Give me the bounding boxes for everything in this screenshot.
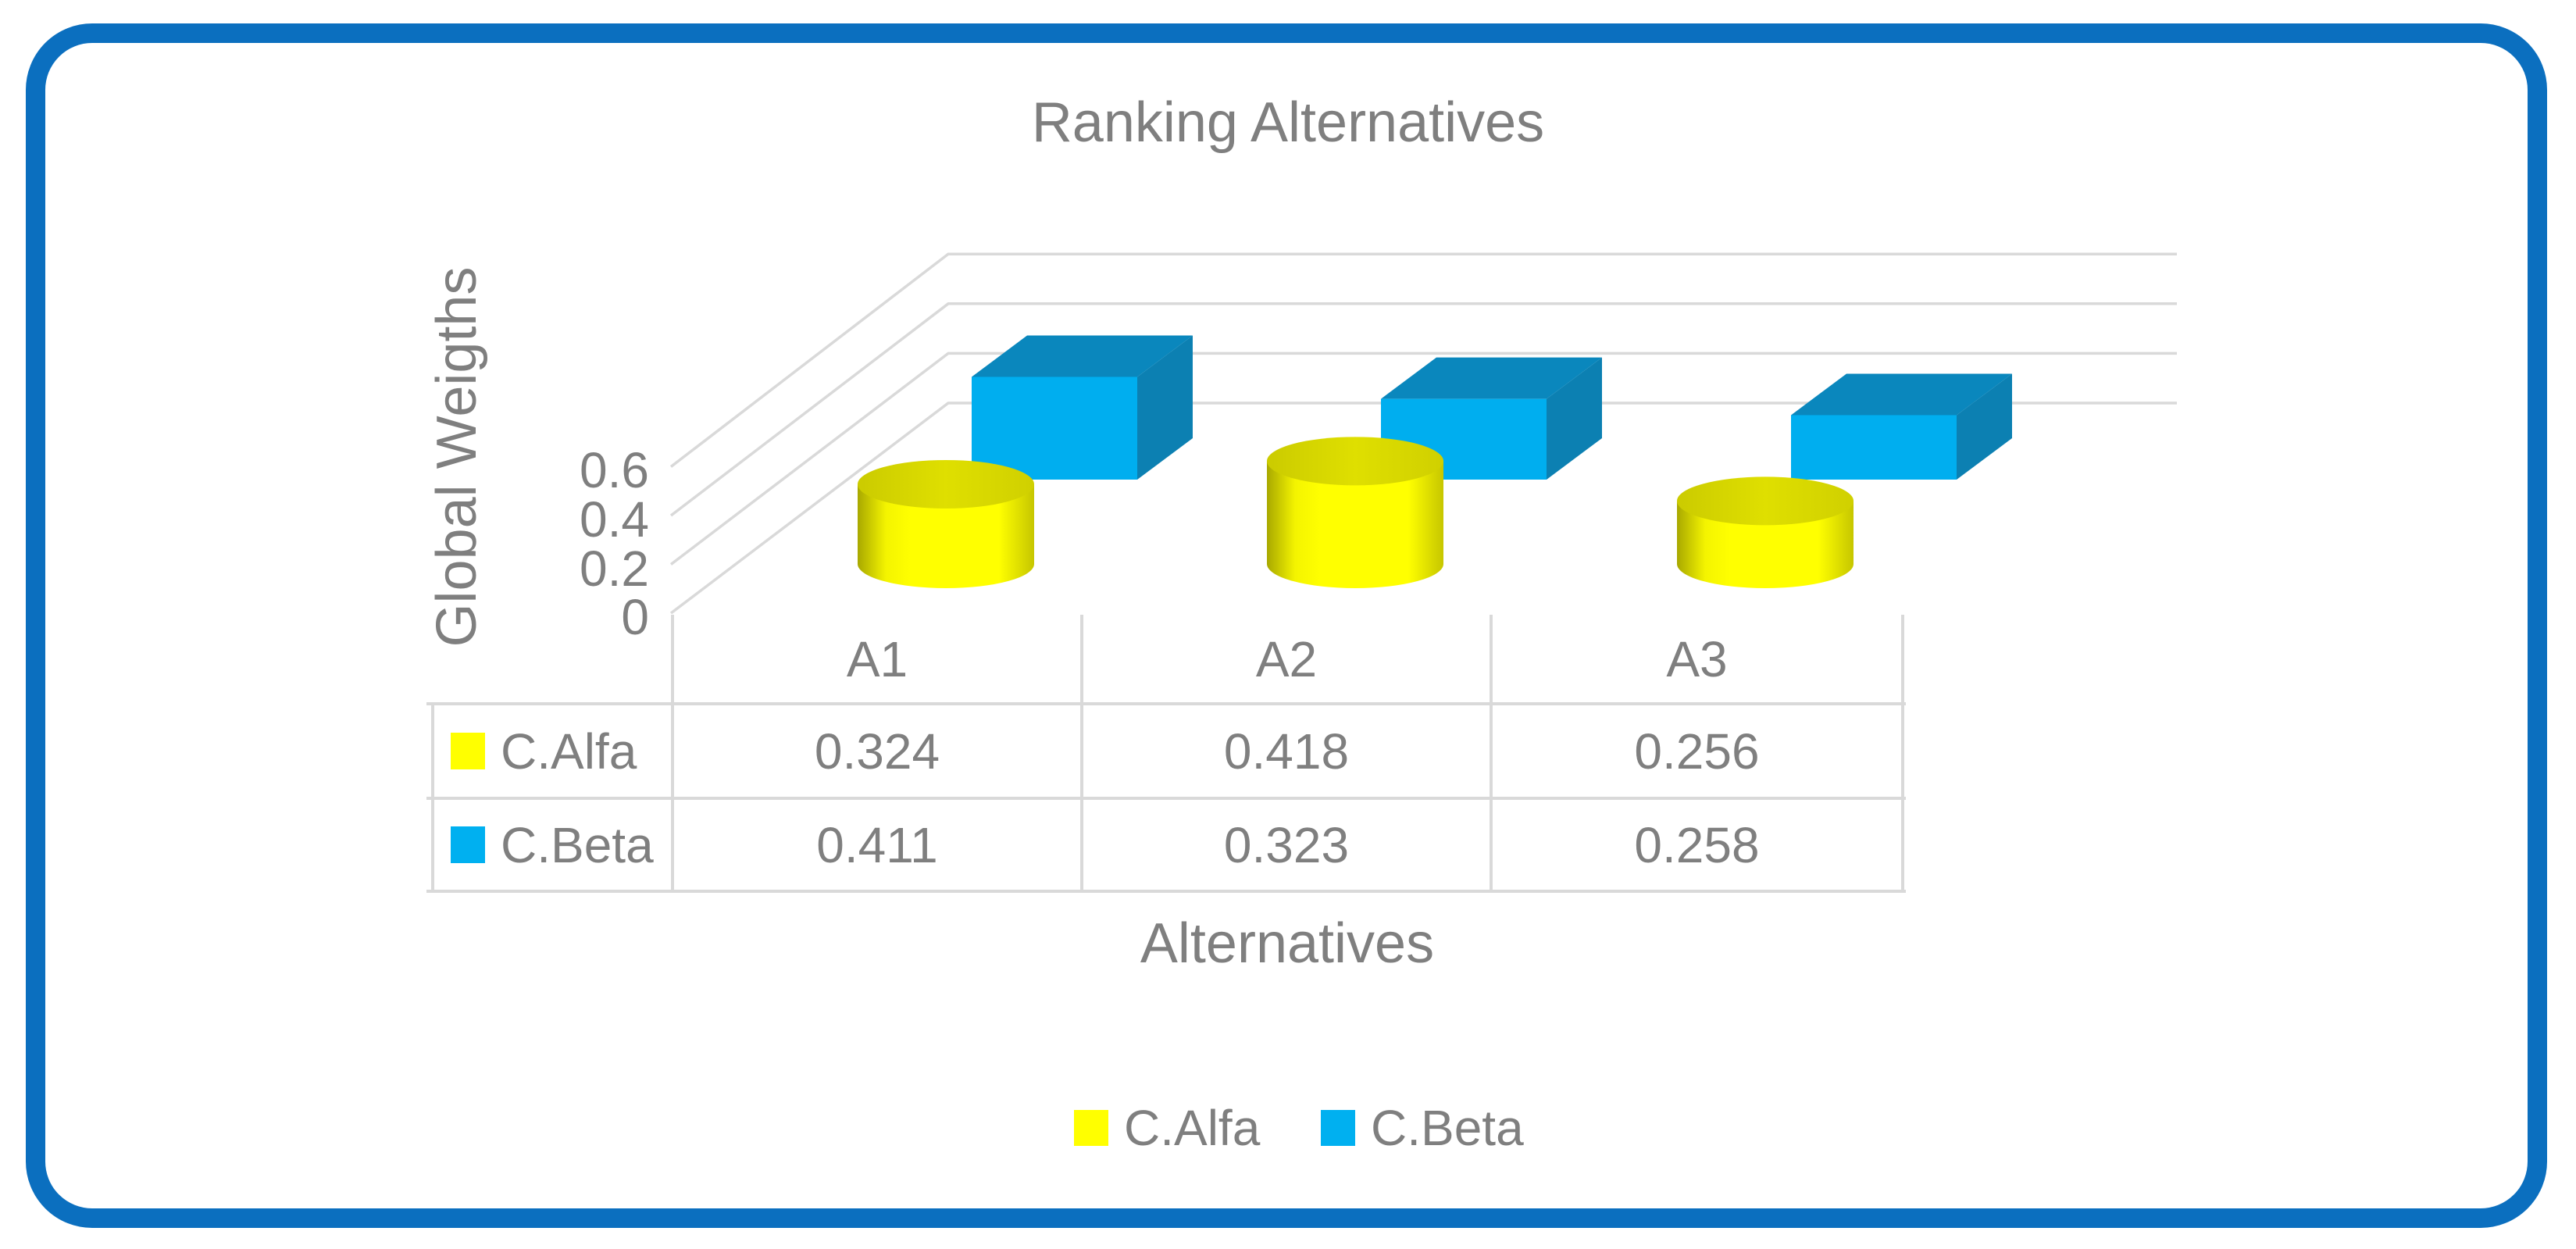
series-cbeta-bars: [972, 335, 2012, 480]
gridline: [669, 252, 2177, 468]
cylinder-body: [1677, 501, 1854, 588]
legend-swatch-calfa: [1074, 1110, 1108, 1146]
table-row-label-text: C.Alfa: [501, 723, 637, 780]
box-side-face: [1137, 335, 1193, 480]
cylinder-body: [1267, 461, 1443, 588]
table-row-label-text: C.Beta: [501, 816, 654, 873]
bar-box-A3: [1791, 373, 2012, 480]
bar-cylinder-A2: [1267, 437, 1443, 588]
table-value-cbeta-a1: 0.411: [816, 816, 938, 873]
table-row-label-cbeta: C.Beta: [451, 798, 654, 891]
table-border-line: [426, 890, 1906, 893]
y-tick-label-0: 0: [621, 589, 649, 645]
box-top-face: [1381, 357, 1602, 399]
table-header-a2: A2: [1255, 631, 1318, 687]
legend-item-calfa: C.Alfa: [1074, 1100, 1261, 1156]
cylinder-top: [1677, 476, 1854, 526]
legend-swatch-cbeta: [1321, 1110, 1355, 1146]
box-top-face: [972, 335, 1193, 377]
table-value-cbeta-a3: 0.258: [1634, 816, 1760, 873]
bar-cylinder-A3: [1677, 476, 1854, 588]
y-tick-label-0-2: 0.2: [580, 541, 649, 597]
legend-label-calfa: C.Alfa: [1124, 1100, 1261, 1156]
bar-box-A1: [972, 335, 1193, 480]
table-header-a3: A3: [1666, 631, 1728, 687]
chart-title: Ranking Alternatives: [1031, 91, 1545, 154]
box-front-face: [1791, 415, 1957, 480]
table-border-line: [426, 702, 1906, 705]
box-front-face: [972, 376, 1137, 480]
table-header-a1: A1: [846, 631, 908, 687]
cylinder-top: [1267, 437, 1443, 486]
series-calfa-bars: [858, 437, 1854, 588]
cylinder-top: [858, 459, 1034, 509]
table-border-line: [426, 797, 1906, 800]
outer-border: [26, 23, 2547, 1228]
table-border-line: [1080, 615, 1083, 891]
table-value-cbeta-a2: 0.323: [1223, 816, 1350, 873]
box-side-face: [1957, 373, 2012, 480]
box-top-face: [1791, 373, 2012, 416]
x-axis-title: Alternatives: [1140, 912, 1435, 975]
box-side-face: [1547, 357, 1602, 480]
y-tick-label-0-4: 0.4: [580, 491, 649, 548]
gridline: [669, 401, 2177, 615]
bar-cylinder-A1: [858, 459, 1034, 588]
cbeta-key-swatch: [451, 826, 485, 863]
table-value-calfa-a1: 0.324: [814, 723, 940, 780]
table-row-label-calfa: C.Alfa: [451, 704, 637, 798]
y-tick-label-0-6: 0.6: [580, 442, 649, 498]
table-border-line: [671, 615, 674, 891]
cylinder-body: [858, 484, 1034, 588]
gridline: [669, 352, 2177, 566]
table-value-calfa-a3: 0.256: [1634, 723, 1760, 780]
table-border-line: [1901, 615, 1904, 891]
gridline: [669, 302, 2177, 517]
gridlines: [669, 252, 2177, 615]
table-border-line: [1490, 615, 1493, 891]
calfa-key-swatch: [451, 733, 485, 769]
table-value-calfa-a2: 0.418: [1223, 723, 1350, 780]
legend-label-cbeta: C.Beta: [1371, 1100, 1524, 1156]
legend-item-cbeta: C.Beta: [1321, 1100, 1524, 1156]
